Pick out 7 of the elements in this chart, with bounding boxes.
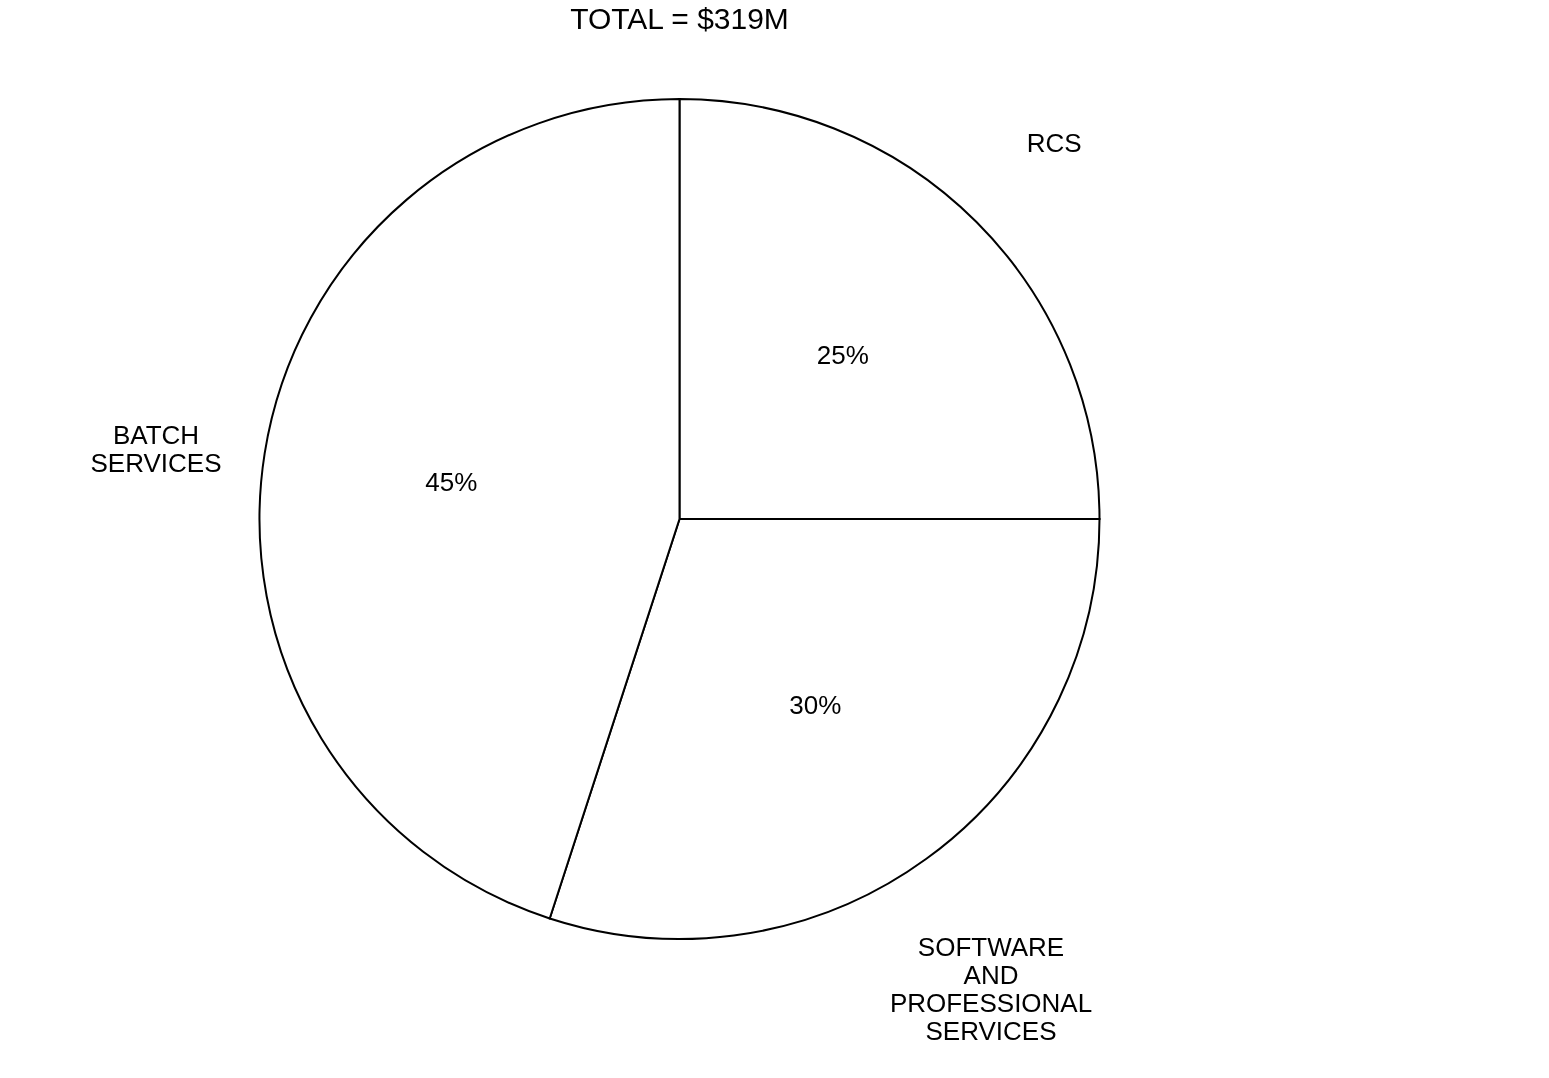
data-label: 25% xyxy=(816,339,869,370)
slice-label: SOFTWARE AND PROFESSIONAL SERVICES xyxy=(889,931,1093,1046)
slice-label: RCS xyxy=(1026,128,1082,159)
data-label: 30% xyxy=(789,689,842,720)
slice-label: BATCH SERVICES xyxy=(90,420,222,479)
chart-title: TOTAL = $319M xyxy=(570,2,789,35)
data-label: 45% xyxy=(425,466,478,497)
